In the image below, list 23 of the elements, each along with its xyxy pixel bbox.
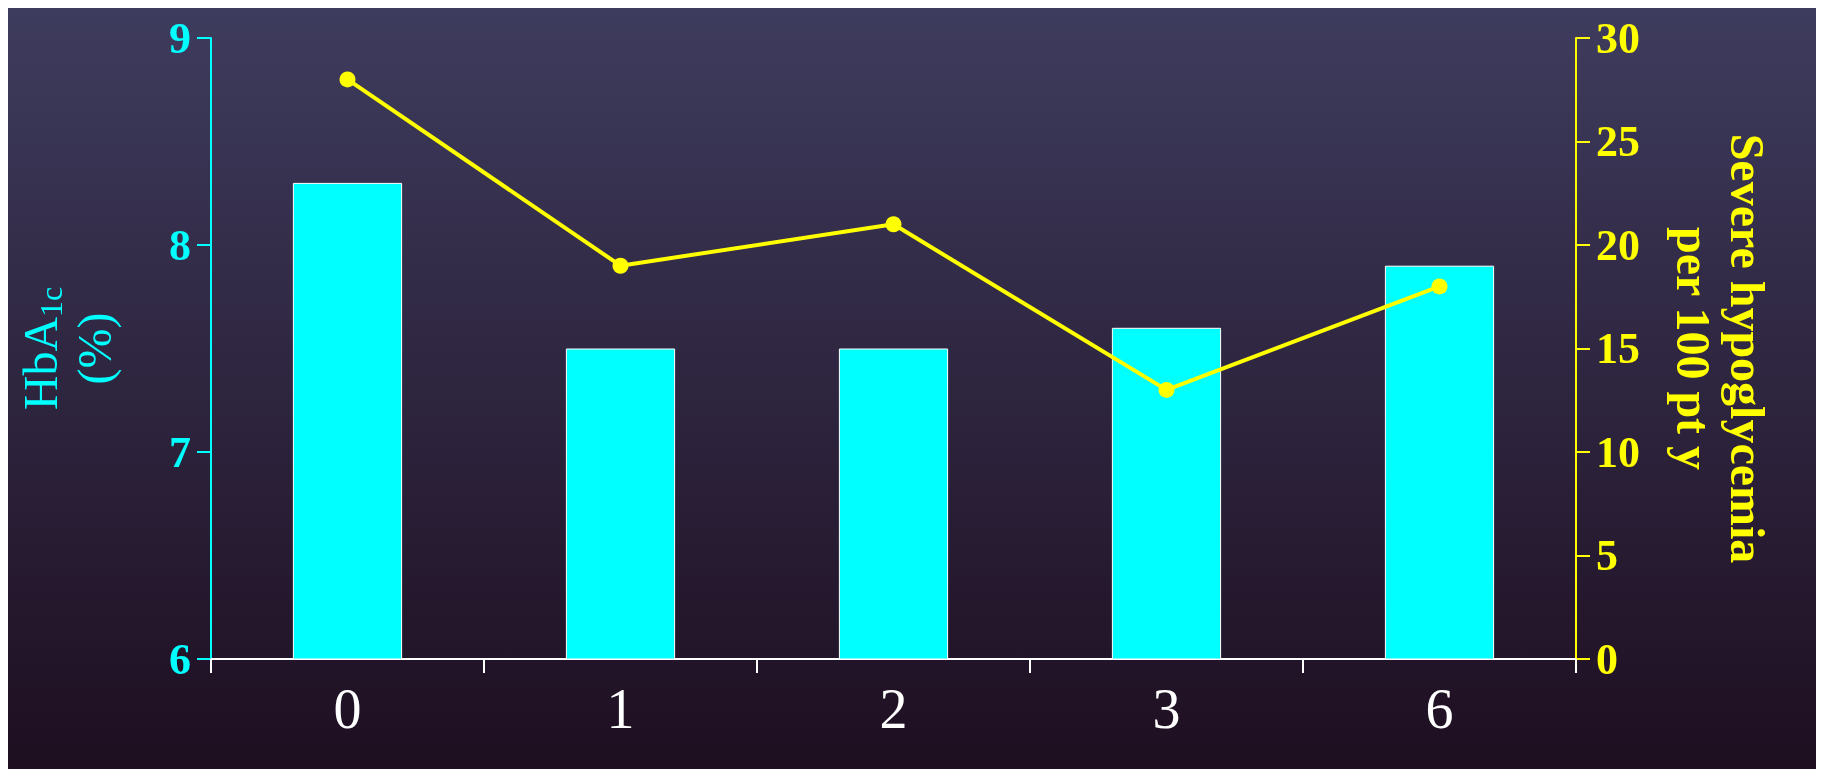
y-tick-label: 8 — [169, 220, 191, 270]
x-tick-label: 3 — [1152, 678, 1181, 740]
y2-tick-label: 10 — [1596, 427, 1640, 477]
x-tick-label: 0 — [333, 678, 362, 740]
y2-tick-label: 30 — [1596, 13, 1640, 63]
y2-axis-title: Severe hypoglycemia per 100 pt y — [1666, 133, 1774, 564]
y2-tick-label: 5 — [1596, 531, 1618, 580]
y2-tick-label: 25 — [1596, 117, 1640, 166]
x-tick-label: 1 — [606, 678, 635, 740]
point — [339, 71, 356, 88]
point — [1431, 278, 1448, 295]
y2-tick-label: 0 — [1596, 634, 1618, 684]
y-axis-title: HbA1c (%) — [13, 286, 122, 411]
point — [612, 257, 629, 274]
y2-tick-label: 15 — [1596, 324, 1640, 373]
x-tick-label: 2 — [879, 678, 908, 740]
x-tick-label: 6 — [1425, 678, 1454, 740]
y2-tick-label: 20 — [1596, 220, 1640, 270]
y-tick-label: 9 — [169, 13, 191, 63]
point — [1158, 381, 1175, 398]
y-tick-label: 7 — [169, 427, 191, 477]
point — [885, 216, 902, 233]
y-tick-label: 6 — [169, 634, 191, 684]
